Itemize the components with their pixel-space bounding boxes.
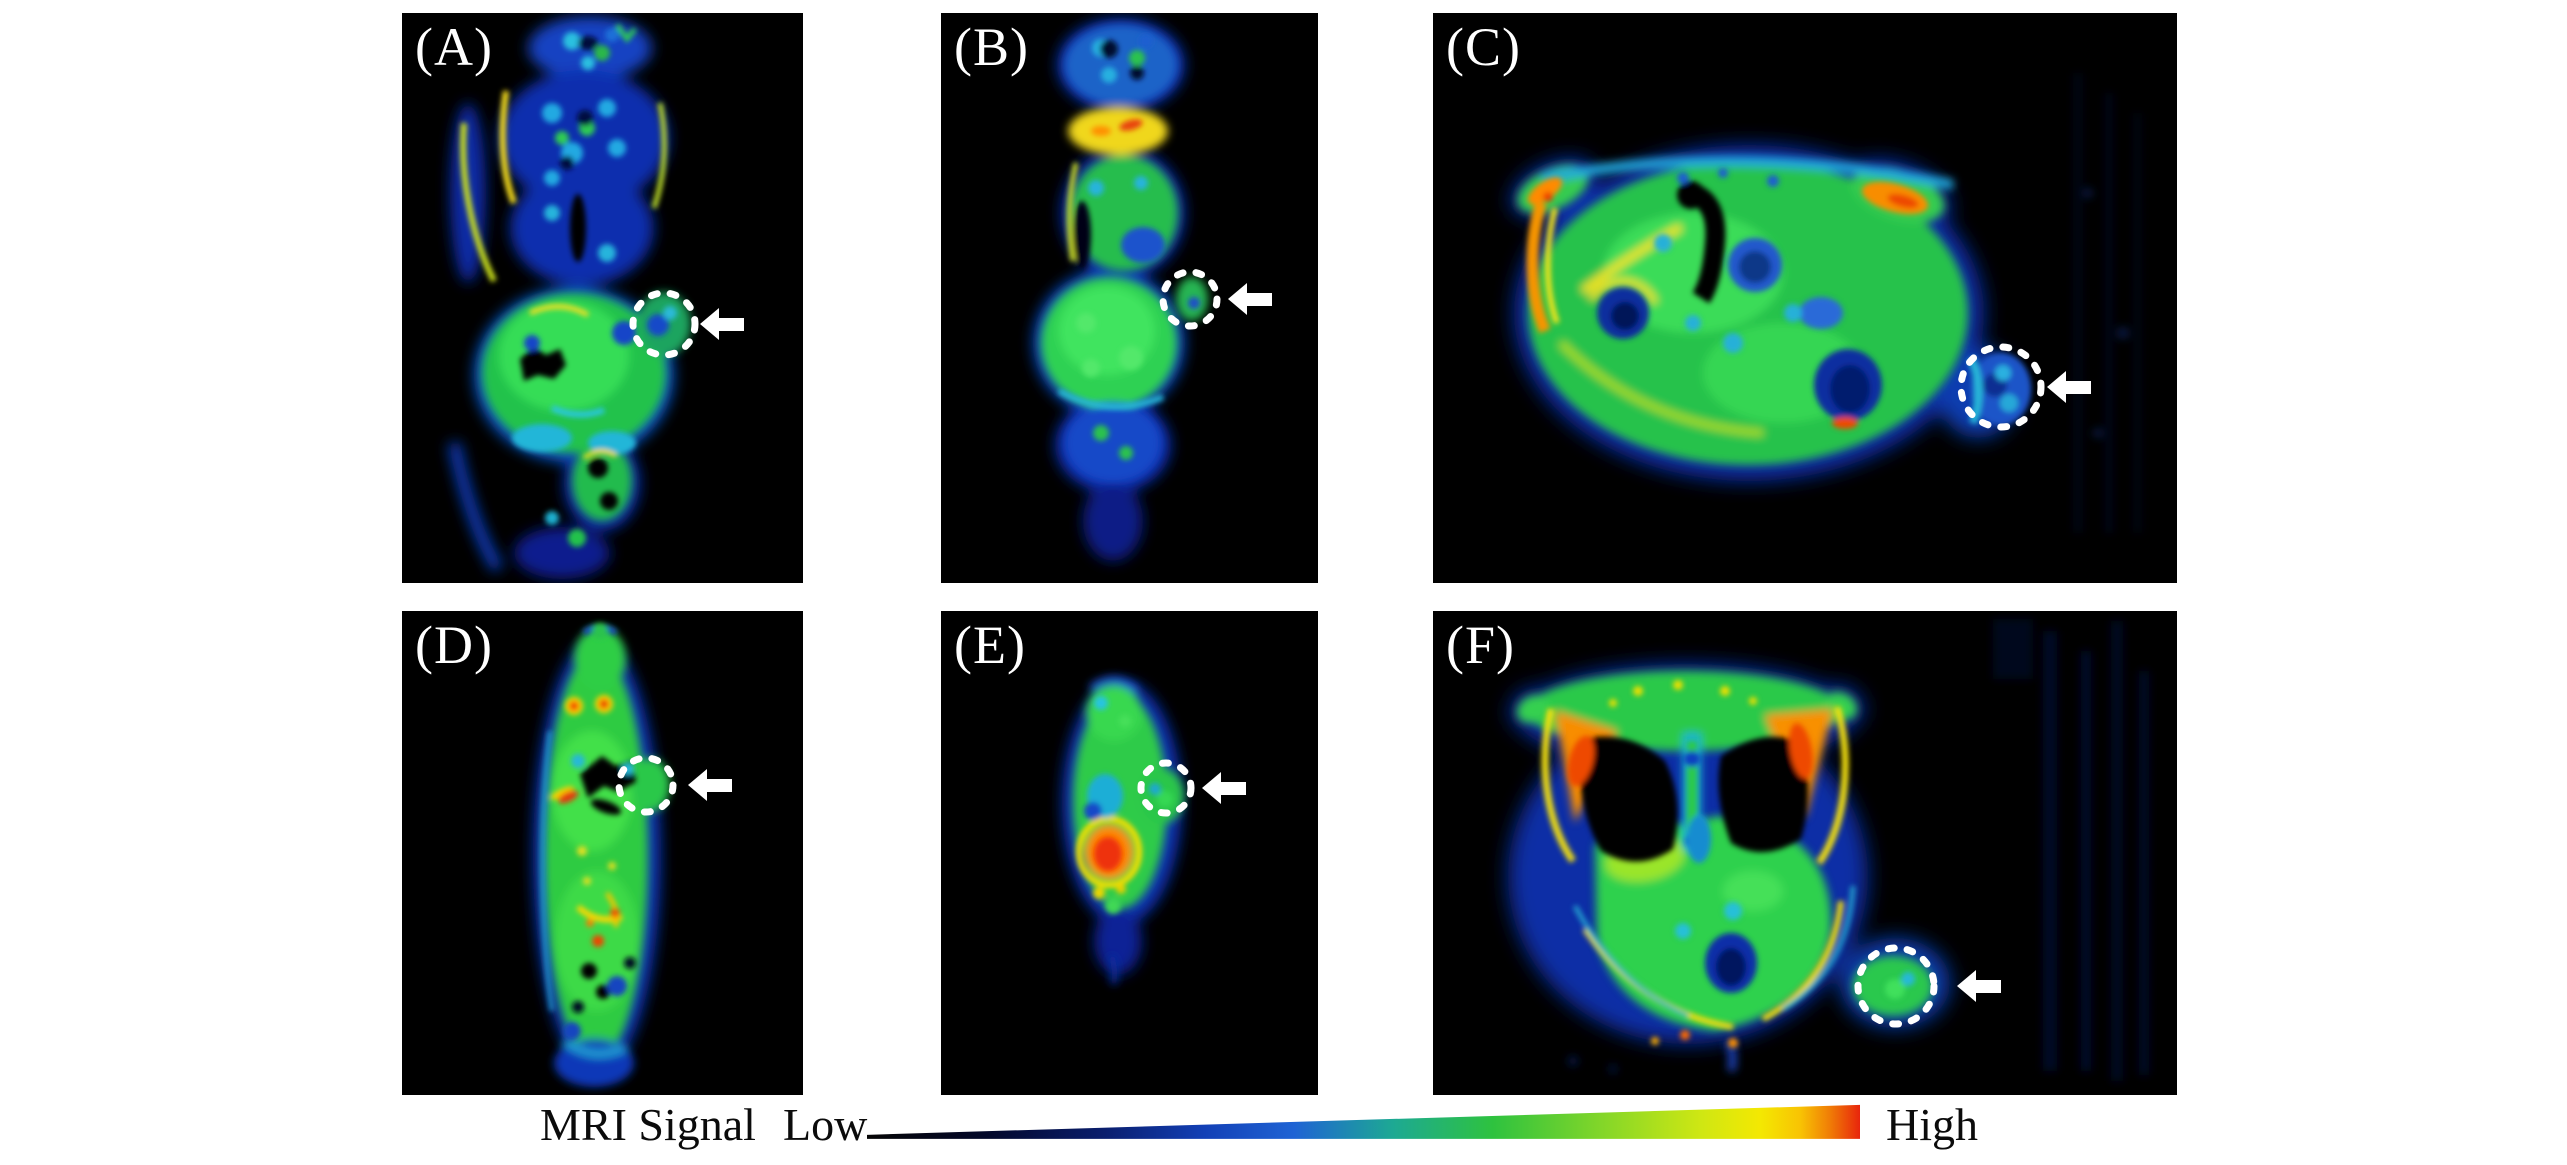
tumor-roi-circle (1957, 343, 2045, 431)
mri-image-f (1433, 611, 2177, 1095)
tumor-arrow-icon (1957, 970, 2001, 1002)
panel-d-label: (D) (415, 615, 493, 675)
colorbar-high-label: High (1886, 1099, 1978, 1150)
panel-a-label: (A) (415, 17, 493, 77)
tumor-roi-circle (1137, 759, 1195, 817)
mri-panel-b: (B) (941, 13, 1318, 583)
mri-panel-c: (C) (1433, 13, 2177, 583)
tumor-roi-circle (1159, 268, 1221, 330)
background-noise (1568, 619, 2149, 1081)
mri-image-e (941, 611, 1318, 1095)
mri-panel-f: (F) (1433, 611, 2177, 1095)
colorbar-title: MRI Signal (540, 1099, 756, 1150)
mri-image-d (402, 611, 803, 1095)
panel-f-label: (F) (1446, 615, 1515, 675)
mri-panel-a: (A) (402, 13, 803, 583)
tumor-arrow-icon (2047, 371, 2091, 403)
mri-image-c (1433, 13, 2177, 583)
tumor-arrow-icon (688, 769, 732, 801)
panel-b-label: (B) (954, 17, 1029, 77)
tumor-roi-circle (615, 754, 677, 816)
mri-panel-d: (D) (402, 611, 803, 1095)
mri-image-a (402, 13, 803, 583)
colorbar-low-label: Low (783, 1099, 868, 1150)
mri-panel-e: (E) (941, 611, 1318, 1095)
tumor-roi-circle (629, 289, 699, 359)
mri-image-b (941, 13, 1318, 583)
signal-colorbar (867, 1104, 1860, 1139)
tumor-arrow-icon (1228, 283, 1272, 315)
tumor-arrow-icon (1202, 772, 1246, 804)
background-noise (2073, 73, 2142, 533)
tumor-arrow-icon (700, 308, 744, 340)
panel-e-label: (E) (954, 615, 1026, 675)
panel-c-label: (C) (1446, 17, 1521, 77)
tumor-roi-circle (1854, 944, 1938, 1028)
